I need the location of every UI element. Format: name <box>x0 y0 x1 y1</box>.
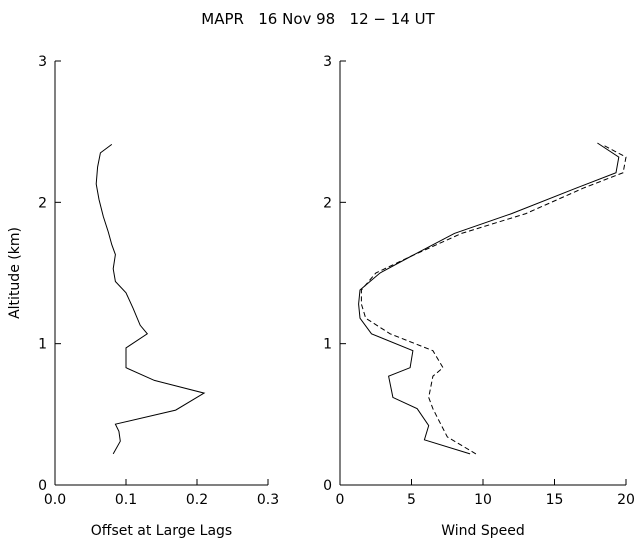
left-x-tick-label: 0.0 <box>44 492 66 508</box>
left-x-tick-label: 0.1 <box>115 492 137 508</box>
right-y-tick-label: 3 <box>323 54 332 70</box>
left-y-tick-label: 1 <box>38 337 47 353</box>
right-panel: 0 5 10 15 20 0 1 2 3 Wind Speed <box>323 54 635 539</box>
chart-title: MAPR 16 Nov 98 12 − 14 UT <box>201 10 435 28</box>
left-x-tick-label: 0.2 <box>186 492 208 508</box>
right-x-tick-label: 5 <box>407 492 416 508</box>
right-x-tick-label: 15 <box>546 492 564 508</box>
right-x-axis-label: Wind Speed <box>441 523 525 539</box>
left-y-tick-label: 0 <box>38 478 47 494</box>
left-y-axis-label: Altitude (km) <box>7 227 23 319</box>
right-y-tick-label: 0 <box>323 478 332 494</box>
right-x-tick-label: 10 <box>474 492 492 508</box>
left-x-axis-label: Offset at Large Lags <box>91 523 232 539</box>
right-y-tick-label: 2 <box>323 195 332 211</box>
left-x-tick-label: 0.3 <box>257 492 279 508</box>
left-series-solid-line <box>95 143 206 455</box>
right-x-tick-label: 20 <box>617 492 635 508</box>
right-x-tick-label: 0 <box>336 492 345 508</box>
left-panel: 0.0 0.1 0.2 0.3 0 1 2 3 Offset at Large Lags Alti… <box>7 54 279 539</box>
right-series-dashed-line <box>360 145 627 455</box>
left-y-tick-label: 3 <box>38 54 47 70</box>
right-series-solid-line <box>358 142 620 455</box>
left-y-tick-label: 2 <box>38 195 47 211</box>
right-y-tick-label: 1 <box>323 337 332 353</box>
